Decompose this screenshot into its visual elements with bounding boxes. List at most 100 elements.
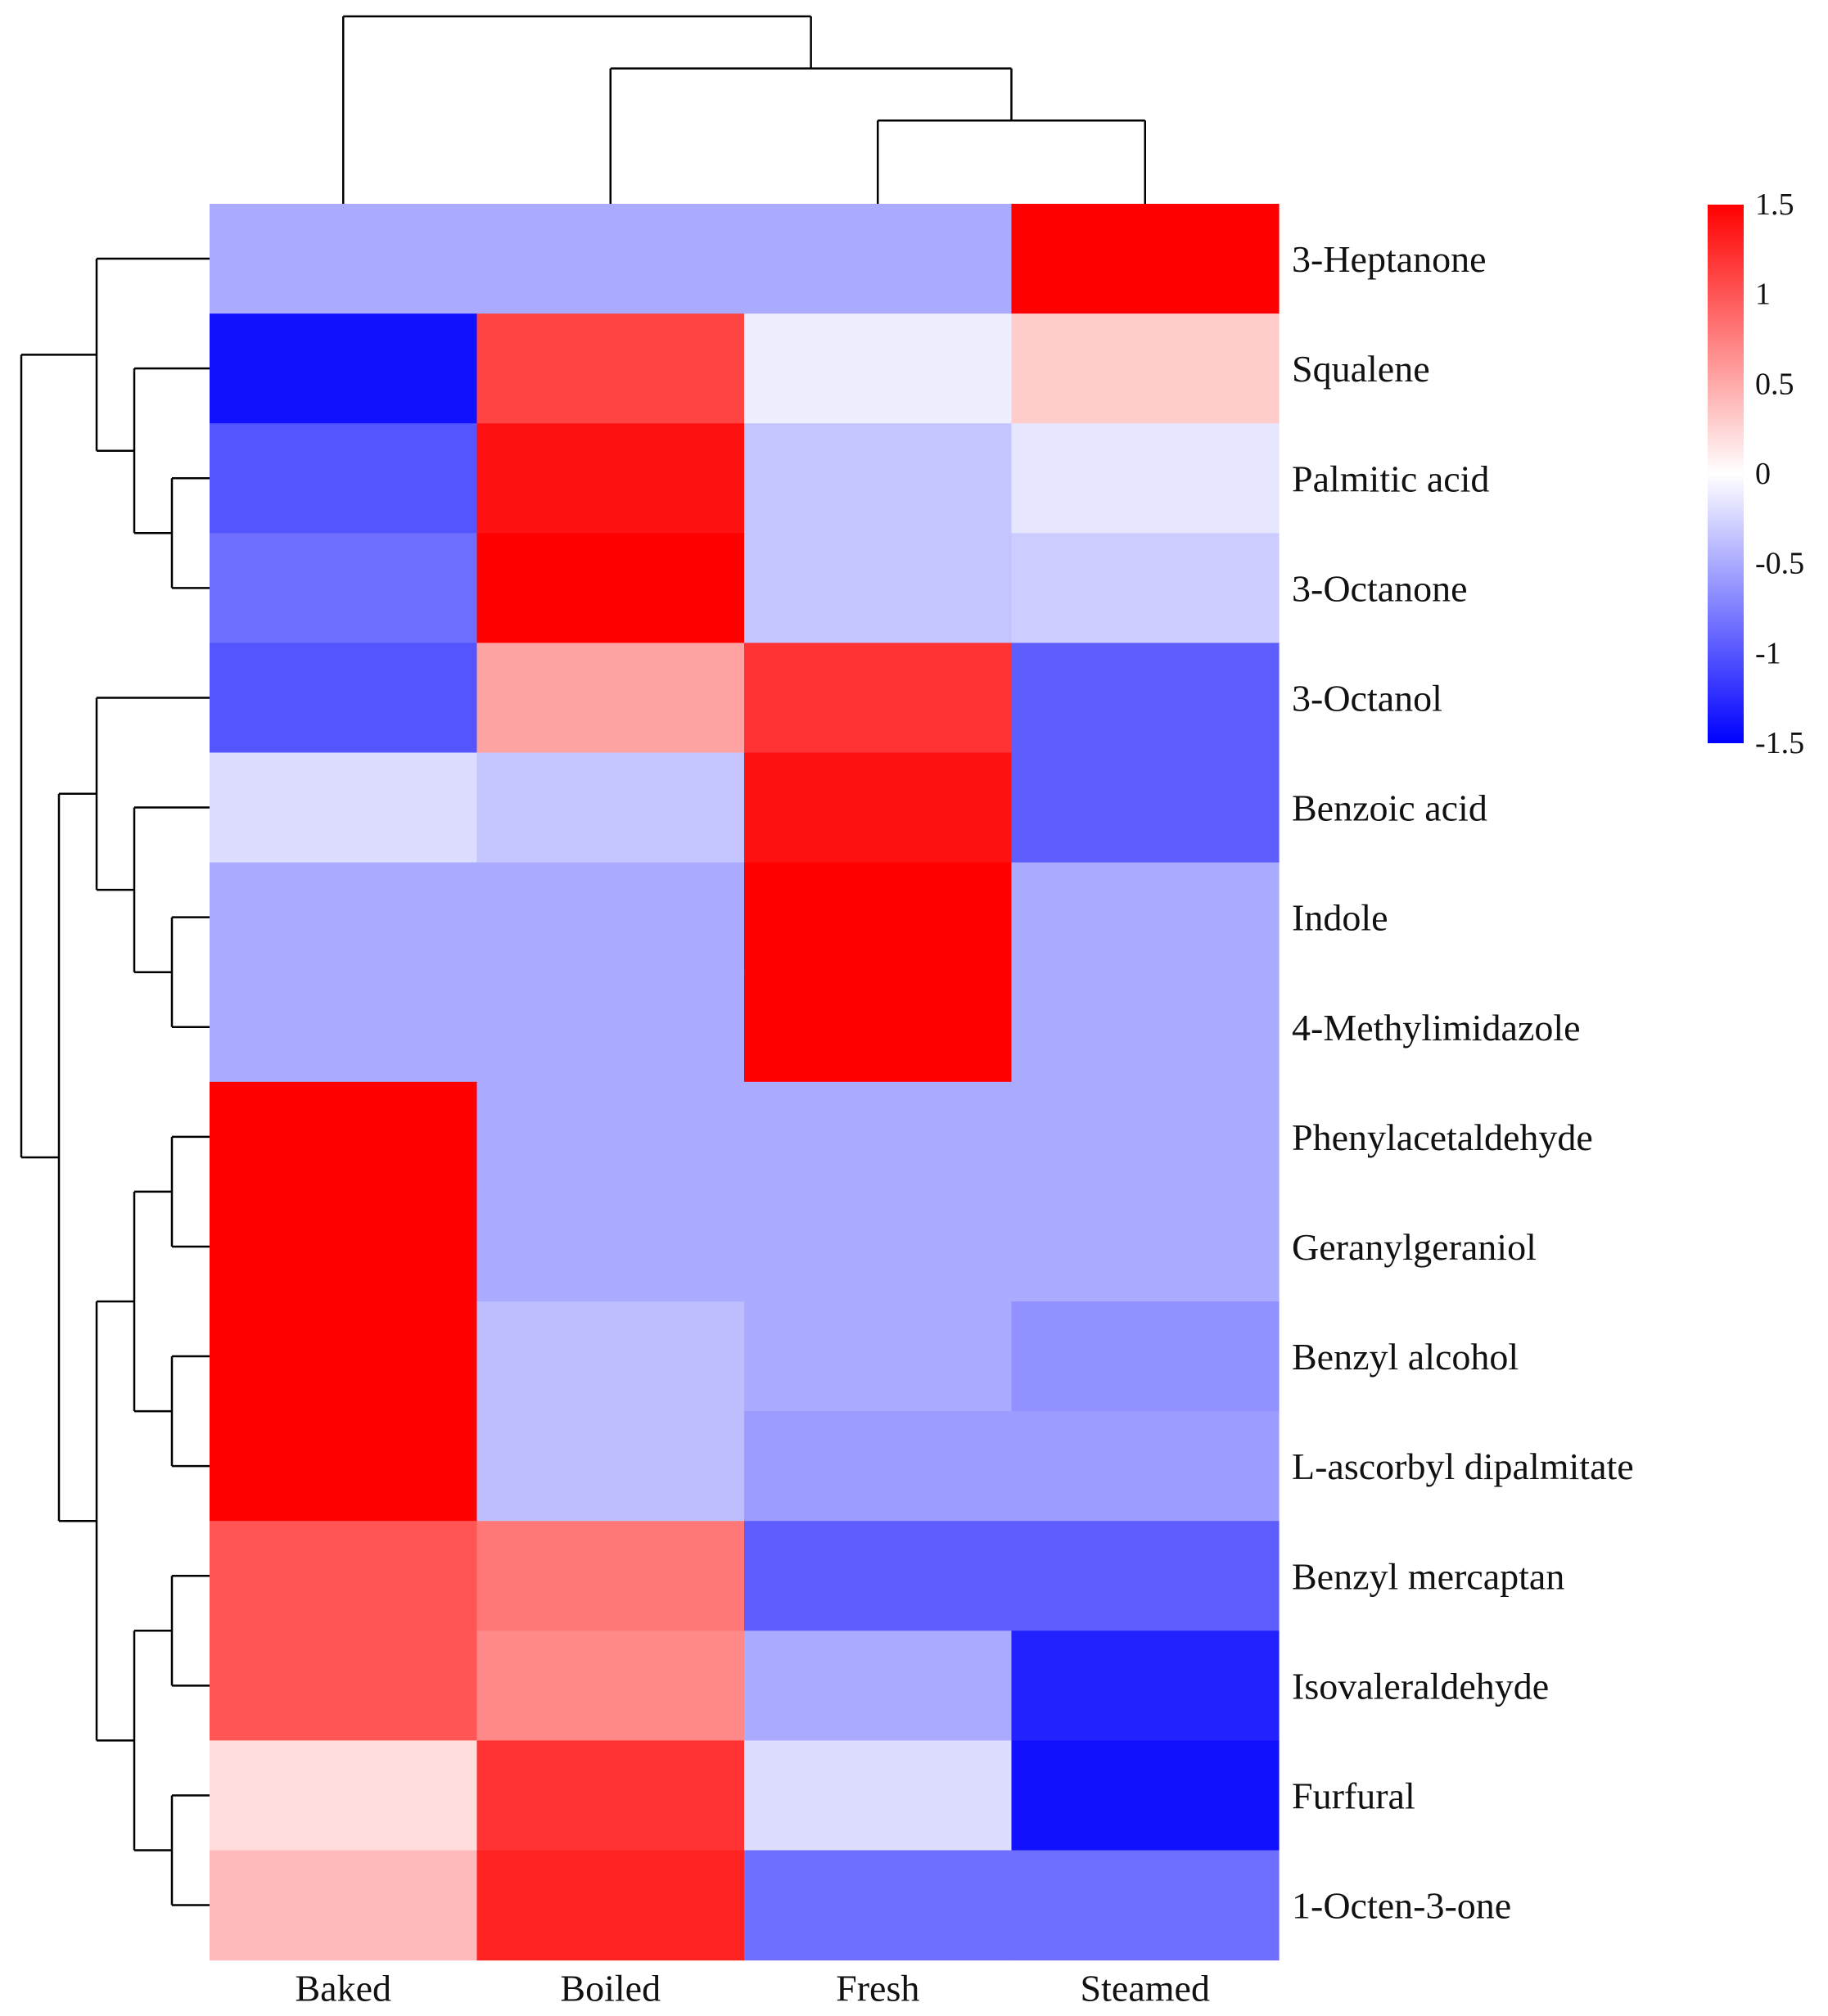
- cell-palmitic-acid-baked: [210, 423, 478, 534]
- cell-benzoic-acid-fresh: [744, 752, 1013, 864]
- cell-benzoic-acid-baked: [210, 752, 478, 864]
- color-scale-ticks: 1.5 1 0.5 0 -0.5 -1 -1.5: [1755, 187, 1804, 760]
- cell-benzyl-alcohol-boiled: [476, 1301, 745, 1412]
- cell-3-octanol-fresh: [744, 643, 1013, 754]
- color-scale-tick-label: -1: [1755, 636, 1781, 670]
- cell-squalene-boiled: [476, 313, 745, 424]
- color-scale-legend: 1.5 1 0.5 0 -0.5 -1 -1.5: [1708, 187, 1804, 760]
- row-label-l-ascorbyl-dipalmitate: L-ascorbyl dipalmitate: [1292, 1445, 1634, 1487]
- color-scale-tick-label: -1.5: [1755, 726, 1804, 760]
- cell-l-ascorbyl-dipalmitate-baked: [210, 1411, 478, 1522]
- row-label-furfural: Furfural: [1292, 1775, 1415, 1816]
- cell-squalene-baked: [210, 313, 478, 424]
- cell-phenylacetaldehyde-baked: [210, 1081, 478, 1193]
- cell-indole-steamed: [1011, 862, 1280, 973]
- cell-benzyl-alcohol-baked: [210, 1301, 478, 1412]
- cell-4-methylimidazole-steamed: [1011, 972, 1280, 1083]
- column-label-boiled: Boiled: [560, 1968, 661, 2009]
- cell-4-methylimidazole-boiled: [476, 972, 745, 1083]
- column-dendrogram: [342, 15, 1146, 204]
- heatmap-cells: [210, 204, 1280, 1961]
- cell-furfural-boiled: [476, 1740, 745, 1851]
- cell-3-heptanone-steamed: [1011, 204, 1280, 314]
- cell-3-octanol-boiled: [476, 643, 745, 754]
- cell-benzyl-mercaptan-fresh: [744, 1521, 1013, 1631]
- cell-palmitic-acid-fresh: [744, 423, 1013, 534]
- cell-benzoic-acid-boiled: [476, 752, 745, 864]
- color-scale-tick-label: 0: [1755, 457, 1771, 491]
- cell-benzoic-acid-steamed: [1011, 752, 1280, 864]
- cell-phenylacetaldehyde-steamed: [1011, 1081, 1280, 1193]
- cell-geranylgeraniol-baked: [210, 1191, 478, 1302]
- cell-isovaleraldehyde-baked: [210, 1630, 478, 1741]
- cell-3-octanone-boiled: [476, 533, 745, 643]
- cell-benzyl-mercaptan-steamed: [1011, 1521, 1280, 1631]
- cell-phenylacetaldehyde-fresh: [744, 1081, 1013, 1193]
- row-label-geranylgeraniol: Geranylgeraniol: [1292, 1226, 1537, 1268]
- color-scale-tick-label: 1.5: [1755, 187, 1794, 222]
- cell-furfural-fresh: [744, 1740, 1013, 1851]
- cell-3-octanone-fresh: [744, 533, 1013, 643]
- cell-geranylgeraniol-steamed: [1011, 1191, 1280, 1302]
- row-label-benzyl-mercaptan: Benzyl mercaptan: [1292, 1555, 1564, 1597]
- cell-indole-baked: [210, 862, 478, 973]
- column-label-baked: Baked: [295, 1968, 391, 2009]
- cell-1-octen-3-one-fresh: [744, 1850, 1013, 1961]
- cell-3-heptanone-fresh: [744, 204, 1013, 314]
- color-scale-tick-label: 1: [1755, 277, 1771, 312]
- cell-3-heptanone-boiled: [476, 204, 745, 314]
- cell-indole-fresh: [744, 862, 1013, 973]
- row-labels: 3-Heptanone Squalene Palmitic acid 3-Octano…: [1292, 238, 1634, 1927]
- cell-isovaleraldehyde-steamed: [1011, 1630, 1280, 1741]
- cell-palmitic-acid-steamed: [1011, 423, 1280, 534]
- row-label-phenylacetaldehyde: Phenylacetaldehyde: [1292, 1116, 1593, 1158]
- cell-benzyl-mercaptan-baked: [210, 1521, 478, 1631]
- row-label-squalene: Squalene: [1292, 348, 1430, 390]
- cell-geranylgeraniol-fresh: [744, 1191, 1013, 1302]
- cell-4-methylimidazole-fresh: [744, 972, 1013, 1083]
- cell-3-octanol-baked: [210, 643, 478, 754]
- color-scale-tick-label: 0.5: [1755, 367, 1794, 401]
- column-label-steamed: Steamed: [1081, 1968, 1210, 2009]
- cell-benzyl-alcohol-fresh: [744, 1301, 1013, 1412]
- cell-palmitic-acid-boiled: [476, 423, 745, 534]
- cell-isovaleraldehyde-fresh: [744, 1630, 1013, 1741]
- column-label-fresh: Fresh: [836, 1968, 919, 2009]
- color-scale-tick-label: -0.5: [1755, 547, 1804, 581]
- cell-l-ascorbyl-dipalmitate-boiled: [476, 1411, 745, 1522]
- column-labels: Baked Boiled Fresh Steamed: [295, 1968, 1209, 2009]
- row-label-isovaleraldehyde: Isovaleraldehyde: [1292, 1665, 1549, 1707]
- cell-indole-boiled: [476, 862, 745, 973]
- row-label-4-methylimidazole: 4-Methylimidazole: [1292, 1007, 1581, 1049]
- cell-phenylacetaldehyde-boiled: [476, 1081, 745, 1193]
- cell-squalene-fresh: [744, 313, 1013, 424]
- color-scale-bar: [1708, 205, 1744, 743]
- row-label-3-octanol: 3-Octanol: [1292, 677, 1442, 719]
- row-label-benzyl-alcohol: Benzyl alcohol: [1292, 1336, 1519, 1378]
- row-label-1-octen-3-one: 1-Octen-3-one: [1292, 1885, 1511, 1927]
- cell-benzyl-mercaptan-boiled: [476, 1521, 745, 1631]
- row-label-palmitic-acid: Palmitic acid: [1292, 458, 1489, 499]
- cell-3-octanone-baked: [210, 533, 478, 643]
- cell-3-octanone-steamed: [1011, 533, 1280, 643]
- cell-3-octanol-steamed: [1011, 643, 1280, 754]
- cell-benzyl-alcohol-steamed: [1011, 1301, 1280, 1412]
- row-dendrogram: [20, 257, 210, 1906]
- cell-1-octen-3-one-baked: [210, 1850, 478, 1961]
- cell-isovaleraldehyde-boiled: [476, 1630, 745, 1741]
- cell-l-ascorbyl-dipalmitate-steamed: [1011, 1411, 1280, 1522]
- cell-l-ascorbyl-dipalmitate-fresh: [744, 1411, 1013, 1522]
- row-label-3-octanone: 3-Octanone: [1292, 567, 1468, 609]
- cell-furfural-steamed: [1011, 1740, 1280, 1851]
- row-label-benzoic-acid: Benzoic acid: [1292, 787, 1487, 829]
- cell-squalene-steamed: [1011, 313, 1280, 424]
- row-label-3-heptanone: 3-Heptanone: [1292, 238, 1487, 280]
- cell-3-heptanone-baked: [210, 204, 478, 314]
- cell-1-octen-3-one-boiled: [476, 1850, 745, 1961]
- cell-geranylgeraniol-boiled: [476, 1191, 745, 1302]
- cell-furfural-baked: [210, 1740, 478, 1851]
- cell-4-methylimidazole-baked: [210, 972, 478, 1083]
- cell-1-octen-3-one-steamed: [1011, 1850, 1280, 1961]
- row-label-indole: Indole: [1292, 897, 1388, 939]
